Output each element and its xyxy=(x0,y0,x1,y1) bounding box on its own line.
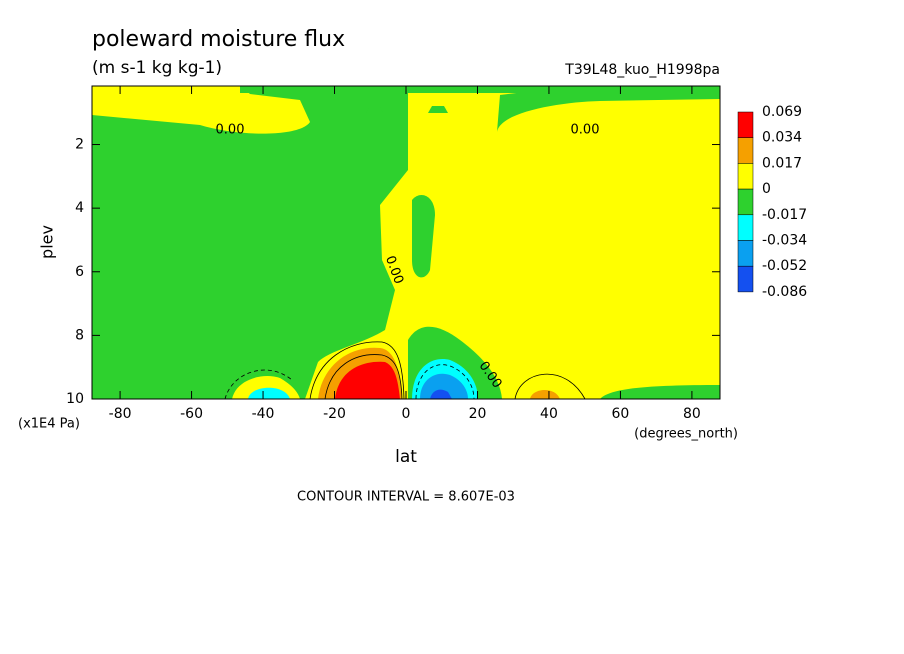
x-tick-label: -40 xyxy=(252,406,275,422)
y-axis-title: plev xyxy=(38,225,57,259)
contour-region xyxy=(412,195,435,278)
contour-region xyxy=(530,389,560,399)
contour-line xyxy=(324,354,403,399)
contour-field xyxy=(92,86,720,399)
contour-line xyxy=(224,369,293,399)
chart-title: poleward moisture flux xyxy=(92,27,345,52)
colorbar-swatch xyxy=(737,137,754,164)
y-tick-label: 4 xyxy=(75,200,84,216)
colorbar-label: 0.069 xyxy=(762,104,802,120)
x-tick-label: 40 xyxy=(540,406,558,422)
contour-line xyxy=(309,341,405,399)
x-axis-title: lat xyxy=(395,447,417,467)
contour-region xyxy=(600,385,720,399)
contour-region xyxy=(92,86,408,399)
contour-region xyxy=(497,86,720,132)
x-tick-label: 80 xyxy=(683,406,701,422)
x-tick-label: -80 xyxy=(109,406,132,422)
y-axis-unit: (x1E4 Pa) xyxy=(18,417,80,432)
colorbar-label: 0 xyxy=(762,181,771,197)
contour-region xyxy=(240,86,580,93)
colorbar-label: -0.034 xyxy=(762,233,807,249)
colorbar-swatch xyxy=(737,265,754,293)
contour-region xyxy=(430,389,452,399)
colorbar-label: -0.052 xyxy=(762,258,807,274)
x-tick-label: 0 xyxy=(402,406,411,422)
contour-line xyxy=(514,373,586,399)
dataset-label: T39L48_kuo_H1998pa xyxy=(564,62,720,78)
contour-label: 0.00 xyxy=(571,123,600,138)
colorbar-label: -0.017 xyxy=(762,207,807,223)
contour-line xyxy=(415,364,475,399)
y-tick-label: 10 xyxy=(66,391,84,407)
colorbar-swatch xyxy=(737,240,754,267)
y-tick-label: 6 xyxy=(75,264,84,280)
x-axis-unit: (degrees_north) xyxy=(634,427,738,442)
contour-region xyxy=(366,106,383,113)
x-tick-label: -60 xyxy=(180,406,203,422)
colorbar-swatch xyxy=(737,214,754,241)
chart-subtitle: (m s-1 kg kg-1) xyxy=(92,58,222,78)
y-tick-label: 8 xyxy=(75,327,84,343)
colorbar-label: 0.034 xyxy=(762,130,802,146)
contour-region xyxy=(420,373,468,399)
x-tick-label: -20 xyxy=(323,406,346,422)
contour-region xyxy=(248,387,290,399)
colorbar-swatch xyxy=(737,188,754,216)
x-tick-label: 60 xyxy=(612,406,630,422)
contour-region xyxy=(335,361,400,399)
colorbar-label: 0.017 xyxy=(762,155,802,171)
contour-label: 0.00 xyxy=(216,123,245,138)
x-tick-label: 20 xyxy=(469,406,487,422)
footnote: CONTOUR INTERVAL = 8.607E-03 xyxy=(297,490,515,505)
colorbar-swatch xyxy=(737,111,754,138)
colorbar-swatch xyxy=(737,163,754,190)
colorbar-label: -0.086 xyxy=(762,284,807,300)
contour-region xyxy=(428,106,448,113)
y-tick-label: 2 xyxy=(75,137,84,153)
